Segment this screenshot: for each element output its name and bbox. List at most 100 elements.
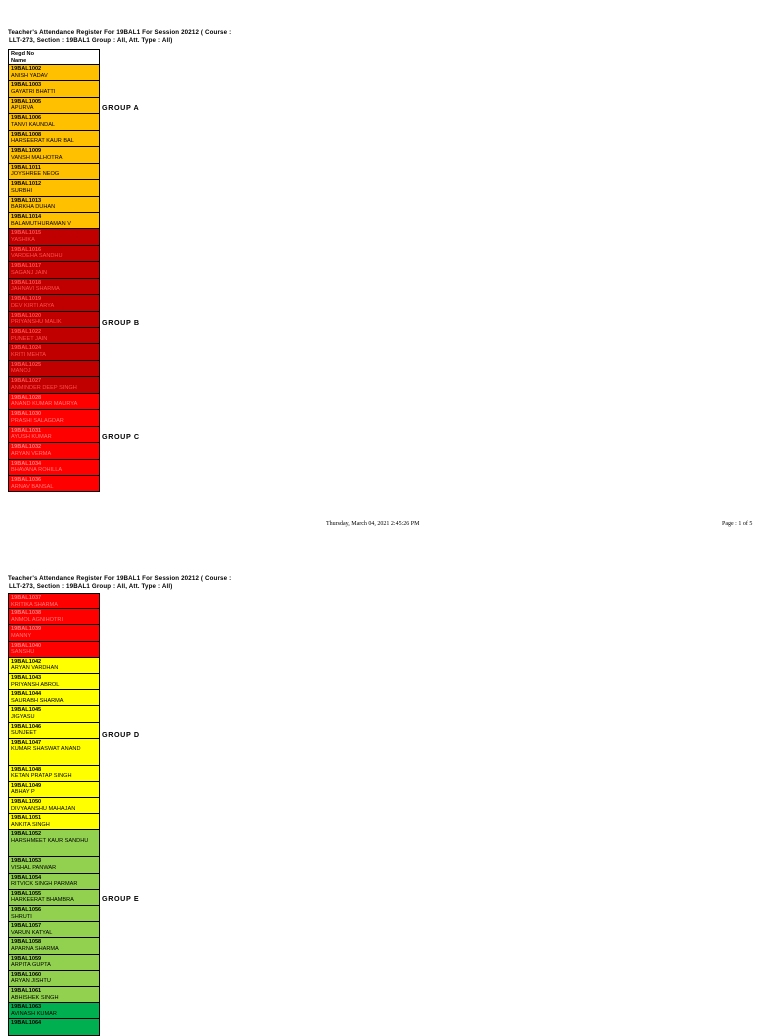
student-row: 19BAL1054 RITVICK SINGH PARMAR (8, 873, 100, 890)
student-row: 19BAL1006 TANVI KAUNDAL (8, 114, 100, 131)
student-name: ANMOL AGNIHOTRI (11, 616, 64, 623)
student-row: 19BAL1031 AYUSH KUMAR (8, 426, 100, 444)
student-name: KETAN PRATAP SINGH (11, 773, 72, 780)
footer-page-number: Page : 1 of 5 (722, 521, 753, 527)
page1-header-line1: Teacher's Attendance Register For 19BAL1… (8, 29, 232, 36)
page2-header: Teacher's Attendance Register For 19BAL1… (8, 575, 308, 591)
student-row: 19BAL1052 HARSHMEET KAUR SANDHU (8, 830, 100, 858)
student-name: APARNA SHARMA (11, 945, 59, 952)
student-name: ARPITA GUPTA (11, 962, 51, 969)
regd-no: 19BAL1050 (11, 799, 42, 806)
student-row: 19BAL1015 YASHIKA (8, 229, 100, 246)
regd-no: 19BAL1019 (11, 296, 42, 303)
table-header-cell: Regd No Name (8, 49, 100, 65)
student-name: HARSEERAT KAUR BAL (11, 138, 74, 145)
student-name: DIVYAANSHU MAHAJAN (11, 805, 76, 812)
student-row: 19BAL1040 SANSHU (8, 641, 100, 658)
regd-no: 19BAL1025 (11, 361, 42, 368)
student-row: 19BAL1060 ARYAN JISHTU (8, 970, 100, 987)
student-name: YASHIKA (11, 236, 35, 243)
student-row: 19BAL1037 KRITIKA SHARMA (8, 593, 100, 610)
student-row: 19BAL1046 SUNJEET (8, 722, 100, 739)
student-name: AVINASH KUMAR (11, 1010, 57, 1017)
student-name: VANSH MALHOTRA (11, 154, 63, 161)
regd-no: 19BAL1017 (11, 263, 42, 270)
student-row: 19BAL1020 PRIYANSHU MALIK (8, 311, 100, 328)
page1-student-table: Regd No Name 19BAL1002 ANISH YADAV 19BAL10… (8, 49, 100, 493)
student-name: APURVA (11, 105, 34, 112)
regd-no: 19BAL1039 (11, 626, 42, 633)
student-row: 19BAL1011 JOYSHREE NEOG (8, 163, 100, 181)
student-row: 19BAL1034 BHAVANA ROHILLA (8, 459, 100, 476)
student-row: 19BAL1051 ANKITA SINGH (8, 814, 100, 831)
student-row: 19BAL1049 ABHAY P (8, 781, 100, 799)
regd-no: 19BAL1032 (11, 444, 42, 451)
regd-no: 19BAL1028 (11, 394, 42, 401)
group-a-label: GROUP A (102, 103, 140, 112)
regd-no: 19BAL1064 (11, 1020, 42, 1027)
student-row: 19BAL1042 ARYAN VARDHAN (8, 657, 100, 674)
student-name: SAGANJ JAIN (11, 269, 48, 276)
regd-no-header: Regd No (11, 51, 34, 57)
student-name: KRITIKA SHARMA (11, 601, 58, 608)
student-name: JOYSHREE NEOG (11, 171, 60, 178)
student-name: ANKITA SINGH (11, 821, 50, 828)
regd-no: 19BAL1056 (11, 907, 42, 913)
regd-no: 19BAL1009 (11, 148, 42, 155)
student-name: ARYAN VERMA (11, 450, 52, 457)
group-b-label: GROUP B (102, 318, 140, 327)
name-header: Name (11, 57, 27, 64)
regd-no: 19BAL1044 (11, 691, 42, 698)
student-row: 19BAL1030 PRASHI SALAGDAR (8, 410, 100, 427)
regd-no: 19BAL1037 (11, 595, 42, 601)
student-row: 19BAL1044 SAURABH SHARMA (8, 690, 100, 707)
regd-no: 19BAL1063 (11, 1004, 42, 1011)
regd-no: 19BAL1043 (11, 674, 42, 681)
student-name: SUNJEET (11, 730, 37, 737)
regd-no: 19BAL1005 (11, 98, 42, 105)
student-name: ANMINDER DEEP SINGH (11, 384, 77, 391)
student-name: SURBHI (11, 187, 33, 194)
regd-no: 19BAL1061 (11, 987, 42, 994)
student-name: PRIYANSH ABROL (11, 681, 60, 688)
regd-no: 19BAL1034 (11, 460, 42, 467)
regd-no: 19BAL1038 (11, 610, 42, 617)
page2-student-table: 19BAL1037 KRITIKA SHARMA 19BAL1038 ANMOL AG… (8, 593, 100, 1036)
student-name: JAHNAVI SHARMA (11, 286, 60, 293)
regd-no: 19BAL1003 (11, 82, 42, 89)
footer-timestamp: Thursday, March 04, 2021 2:45:26 PM (326, 521, 420, 527)
page1-header: Teacher's Attendance Register For 19BAL1… (8, 29, 308, 45)
student-name: DEV KIRTI ARYA (11, 302, 55, 309)
regd-no: 19BAL1014 (11, 213, 42, 220)
student-row: 19BAL1024 KRITI MEHTA (8, 344, 100, 361)
student-row: 19BAL1016 VARDEHA SANDHU (8, 245, 100, 263)
student-name: ARYAN JISHTU (11, 978, 51, 985)
student-row: 19BAL1013 BARKHA DUHAN (8, 196, 100, 213)
student-row: 19BAL1053 VISHAL PANWAR (8, 857, 100, 874)
student-row: 19BAL1048 KETAN PRATAP SINGH (8, 765, 100, 782)
student-name: GAYATRI BHATTI (11, 89, 56, 96)
student-row: 19BAL1017 SAGANJ JAIN (8, 262, 100, 279)
group-d-label: GROUP D (102, 730, 140, 739)
regd-no: 19BAL1024 (11, 345, 42, 352)
page1-header-line2: LLT-273, Section : 19BAL1 Group : All, A… (9, 37, 173, 44)
student-row: 19BAL1008 HARSEERAT KAUR BAL (8, 130, 100, 148)
page2-header-line1: Teacher's Attendance Register For 19BAL1… (8, 575, 232, 582)
student-name: SHRUTI (11, 913, 32, 920)
page2-header-line2: LLT-273, Section : 19BAL1 Group : All, A… (9, 583, 173, 590)
student-name: BALAMUTHURAMAN V (11, 220, 71, 227)
student-row: 19BAL1064 (8, 1019, 100, 1036)
regd-no: 19BAL1013 (11, 197, 42, 204)
regd-no: 19BAL1008 (11, 131, 42, 138)
regd-no: 19BAL1053 (11, 858, 42, 865)
student-name: PRIYANSHU MALIK (11, 319, 62, 326)
regd-no: 19BAL1027 (11, 378, 42, 385)
regd-no: 19BAL1054 (11, 874, 42, 881)
student-name: PRASHI SALAGDAR (11, 417, 64, 424)
regd-no: 19BAL1057 (11, 923, 42, 930)
student-row: 19BAL1039 MANNY (8, 625, 100, 642)
student-row: 19BAL1032 ARYAN VERMA (8, 443, 100, 460)
student-row: 19BAL1003 GAYATRI BHATTI (8, 81, 100, 98)
student-name: BARKHA DUHAN (11, 204, 56, 211)
student-row: 19BAL1025 MANOJ (8, 360, 100, 378)
